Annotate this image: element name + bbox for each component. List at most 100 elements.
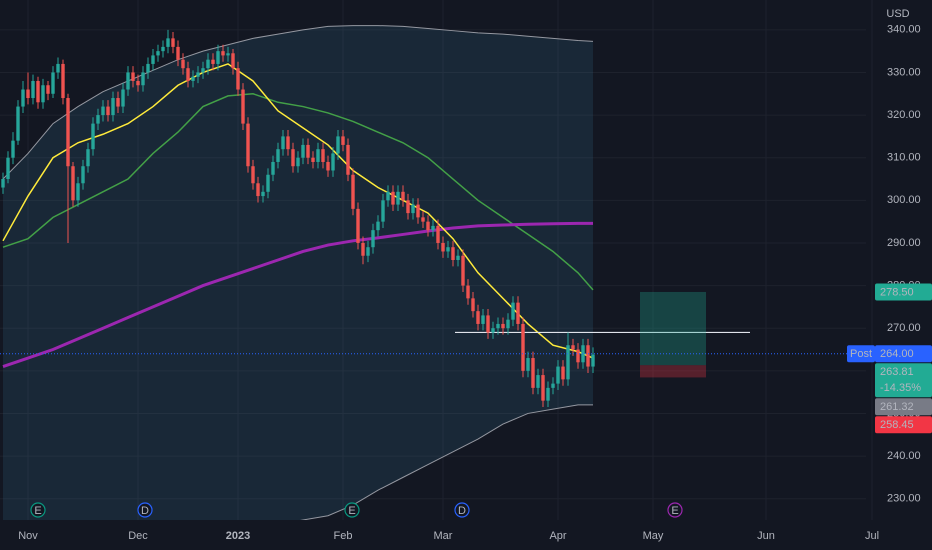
- x-tick-label: Feb: [334, 530, 353, 542]
- candle-body: [56, 63, 60, 73]
- price-label-box: [875, 398, 932, 416]
- indicator-line: [2, 93, 594, 291]
- candle-body: [226, 53, 230, 56]
- candle-body: [171, 38, 175, 47]
- candle-body: [141, 72, 145, 86]
- y-tick-label: 340.00: [887, 24, 921, 36]
- tag-box: [847, 345, 875, 363]
- candle-body: [491, 328, 495, 333]
- candle-body: [61, 63, 65, 99]
- price-label-box: [875, 345, 932, 363]
- candle-body: [116, 98, 120, 107]
- candle-body: [416, 204, 420, 218]
- candle-body: [51, 72, 55, 94]
- candle-body: [381, 200, 385, 222]
- candle-body: [466, 285, 470, 299]
- event-label: E: [671, 505, 678, 517]
- x-tick-label: Apr: [549, 530, 566, 542]
- candle-body: [511, 302, 515, 320]
- candle-body: [391, 191, 395, 205]
- candle-body: [76, 183, 80, 201]
- x-tick-label: Jul: [865, 530, 879, 542]
- price-label-box: [875, 416, 932, 434]
- y-tick-label: 230.00: [887, 493, 921, 505]
- candle-body: [251, 166, 255, 184]
- y-tick-label: 330.00: [887, 66, 921, 78]
- indicator-line: [2, 63, 594, 359]
- candle-body: [241, 89, 245, 124]
- event-label: E: [34, 505, 41, 517]
- candle-body: [356, 208, 360, 243]
- candle-body: [571, 345, 575, 350]
- y-tick-label: 310.00: [887, 152, 921, 164]
- candle-body: [236, 68, 240, 90]
- candle-body: [456, 255, 460, 260]
- candle-body: [291, 149, 295, 167]
- y-tick-label: 320.00: [887, 109, 921, 121]
- candle-body: [411, 204, 415, 214]
- band-fill: [3, 25, 593, 520]
- candle-body: [311, 157, 315, 162]
- candle-body: [121, 89, 125, 107]
- candle-body: [306, 144, 310, 158]
- candle-body: [551, 383, 555, 388]
- currency: USD: [886, 8, 909, 20]
- candle-body: [461, 255, 465, 286]
- candle-body: [316, 149, 320, 162]
- candle-body: [546, 387, 550, 401]
- candle-body: [81, 166, 85, 184]
- candle-body: [1, 179, 5, 188]
- candle-body: [21, 89, 25, 107]
- price-label: 261.32: [880, 401, 914, 413]
- candle-body: [401, 191, 405, 201]
- candle-body: [46, 85, 50, 94]
- candle-body: [526, 358, 530, 371]
- x-tick-label: Nov: [18, 530, 38, 542]
- candle-body: [96, 115, 100, 124]
- candle-body: [441, 242, 445, 252]
- candle-body: [386, 191, 390, 201]
- candle-body: [541, 375, 545, 401]
- candle-body: [196, 72, 200, 77]
- candle-body: [421, 217, 425, 222]
- candle-body: [261, 191, 265, 197]
- candle-body: [531, 358, 535, 388]
- candle-body: [501, 323, 505, 329]
- candle-body: [191, 76, 195, 81]
- candle-body: [246, 123, 250, 167]
- candle-body: [591, 354, 595, 367]
- candle-body: [91, 123, 95, 150]
- candle-body: [11, 140, 15, 158]
- candle-body: [206, 59, 210, 69]
- candle-body: [481, 315, 485, 324]
- price-label: 264.00: [880, 348, 914, 360]
- candle-body: [31, 80, 35, 99]
- candle-body: [256, 183, 260, 197]
- candle-body: [371, 230, 375, 248]
- candle-body: [146, 63, 150, 73]
- x-tick-label: May: [643, 530, 664, 542]
- y-tick-label: 290.00: [887, 237, 921, 249]
- candle-body: [376, 221, 380, 231]
- event-label: D: [141, 505, 149, 517]
- candle-body: [71, 166, 75, 201]
- grid: [0, 0, 873, 520]
- candle-body: [496, 323, 500, 329]
- candle-body: [101, 106, 105, 116]
- candle-body: [351, 174, 355, 209]
- candle-body: [276, 149, 280, 162]
- candle-body: [156, 51, 160, 56]
- x-tick-label: 2023: [226, 530, 250, 542]
- price-label-box: [875, 363, 932, 398]
- candle-body: [151, 55, 155, 64]
- candle-body: [426, 221, 430, 231]
- y-tick-label: 300.00: [887, 194, 921, 206]
- candle-body: [271, 161, 275, 175]
- candle-body: [506, 319, 510, 329]
- candle-body: [471, 298, 475, 312]
- candle-body: [331, 153, 335, 171]
- candle-body: [326, 161, 330, 171]
- candle-body: [111, 98, 115, 116]
